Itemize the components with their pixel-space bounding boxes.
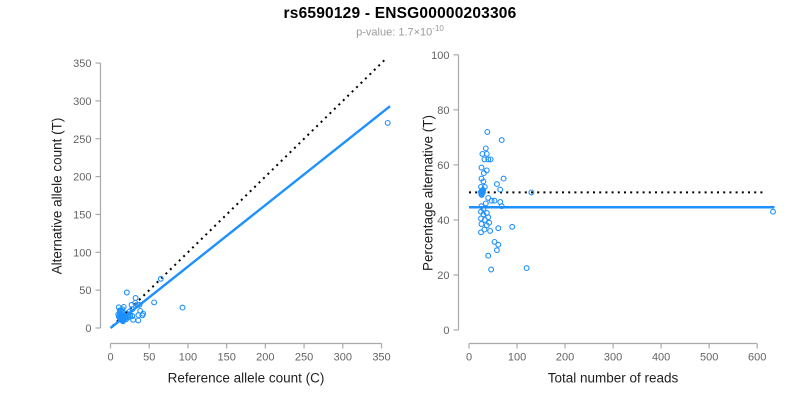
y-tick-label: 60 xyxy=(437,160,449,172)
y-tick-label: 200 xyxy=(73,172,91,184)
data-point xyxy=(134,302,141,309)
pvalue-subtitle: p-value: 1.7×10-10 xyxy=(0,24,800,39)
data-point xyxy=(480,170,487,177)
data-point xyxy=(482,200,489,207)
y-tick-label: 20 xyxy=(437,270,449,282)
pvalue-exponent: -10 xyxy=(432,24,444,33)
data-point xyxy=(485,156,492,163)
x-tick-label: 300 xyxy=(604,352,622,364)
x-tick-label: 0 xyxy=(466,352,472,364)
data-point xyxy=(498,203,505,210)
data-point xyxy=(129,306,136,313)
x-tick-label: 200 xyxy=(556,352,574,364)
x-tick-label: 400 xyxy=(652,352,670,364)
data-point xyxy=(493,181,500,188)
data-point xyxy=(491,238,498,245)
data-point xyxy=(132,295,139,301)
right-y-axis-title: Percentage alternative (T) xyxy=(420,114,436,272)
y-tick-label: 350 xyxy=(73,58,91,70)
data-point xyxy=(129,313,136,319)
right-x-axis-title: Total number of reads xyxy=(547,370,679,386)
data-point xyxy=(523,265,530,272)
data-point xyxy=(485,252,492,259)
left-y-axis-title: Alternative allele count (T) xyxy=(49,117,65,275)
pvalue-text: p-value: 1.7×10 xyxy=(356,26,433,39)
data-point xyxy=(509,223,516,230)
data-point xyxy=(487,227,494,234)
page-title: rs6590129 - ENSG00000203306 xyxy=(283,5,517,22)
data-point xyxy=(179,304,186,311)
data-point xyxy=(480,186,487,193)
data-point xyxy=(384,119,391,126)
x-tick-label: 200 xyxy=(256,352,274,364)
data-point xyxy=(483,222,490,229)
data-point xyxy=(484,128,491,135)
x-tick-label: 300 xyxy=(334,352,352,364)
data-point xyxy=(139,312,146,319)
data-point xyxy=(481,156,488,163)
data-point xyxy=(478,191,485,198)
x-tick-label: 350 xyxy=(372,352,390,364)
data-point xyxy=(498,137,505,144)
x-tick-label: 600 xyxy=(748,352,766,364)
data-point xyxy=(478,164,485,171)
regression-line xyxy=(109,105,391,329)
data-point xyxy=(120,318,126,325)
data-point xyxy=(488,197,495,204)
y-tick-label: 150 xyxy=(73,209,91,221)
y-tick-label: 50 xyxy=(79,285,91,297)
data-point xyxy=(497,186,504,193)
data-point xyxy=(500,175,507,182)
data-point xyxy=(487,156,494,163)
right-scatter-plot: 0 20 40 60 80 100 0 100 200 300 400 500 600 xyxy=(431,50,776,364)
left-x-axis-title: Reference allele count (C) xyxy=(167,370,325,386)
x-tick-label: 100 xyxy=(508,352,526,364)
data-point xyxy=(495,241,502,248)
y-tick-label: 80 xyxy=(437,105,449,117)
data-point xyxy=(157,275,164,282)
y-tick-label: 40 xyxy=(437,215,449,227)
data-point xyxy=(488,266,495,273)
y-tick-label: 300 xyxy=(73,96,91,108)
x-tick-label: 100 xyxy=(179,352,197,364)
data-point xyxy=(483,150,490,157)
data-point xyxy=(528,189,535,196)
data-point xyxy=(483,167,490,174)
data-point xyxy=(495,225,502,232)
y-tick-label: 100 xyxy=(431,50,449,62)
data-point xyxy=(493,247,500,254)
x-tick-label: 150 xyxy=(217,352,235,364)
data-point xyxy=(481,216,488,223)
data-point xyxy=(478,221,485,227)
y-tick-label: 0 xyxy=(85,323,91,335)
data-point xyxy=(123,289,130,296)
left-scatter-plot: 0 50 100 150 200 250 300 350 0 50 100 150 200 250 300 3… xyxy=(73,57,391,364)
y-tick-label: 100 xyxy=(73,247,91,259)
data-point xyxy=(485,194,492,201)
y-tick-label: 250 xyxy=(73,134,91,146)
data-point xyxy=(478,229,484,236)
data-point xyxy=(480,178,487,185)
identity-line xyxy=(111,57,387,327)
y-tick-label: 0 xyxy=(443,325,449,337)
x-tick-label: 250 xyxy=(295,352,313,364)
data-point xyxy=(770,208,776,215)
data-point xyxy=(491,197,498,204)
data-point xyxy=(482,145,489,152)
x-tick-label: 0 xyxy=(107,352,113,364)
x-tick-label: 500 xyxy=(700,352,718,364)
x-tick-label: 50 xyxy=(143,352,155,364)
data-point xyxy=(136,301,143,308)
data-point xyxy=(151,299,158,306)
data-point xyxy=(135,317,142,324)
